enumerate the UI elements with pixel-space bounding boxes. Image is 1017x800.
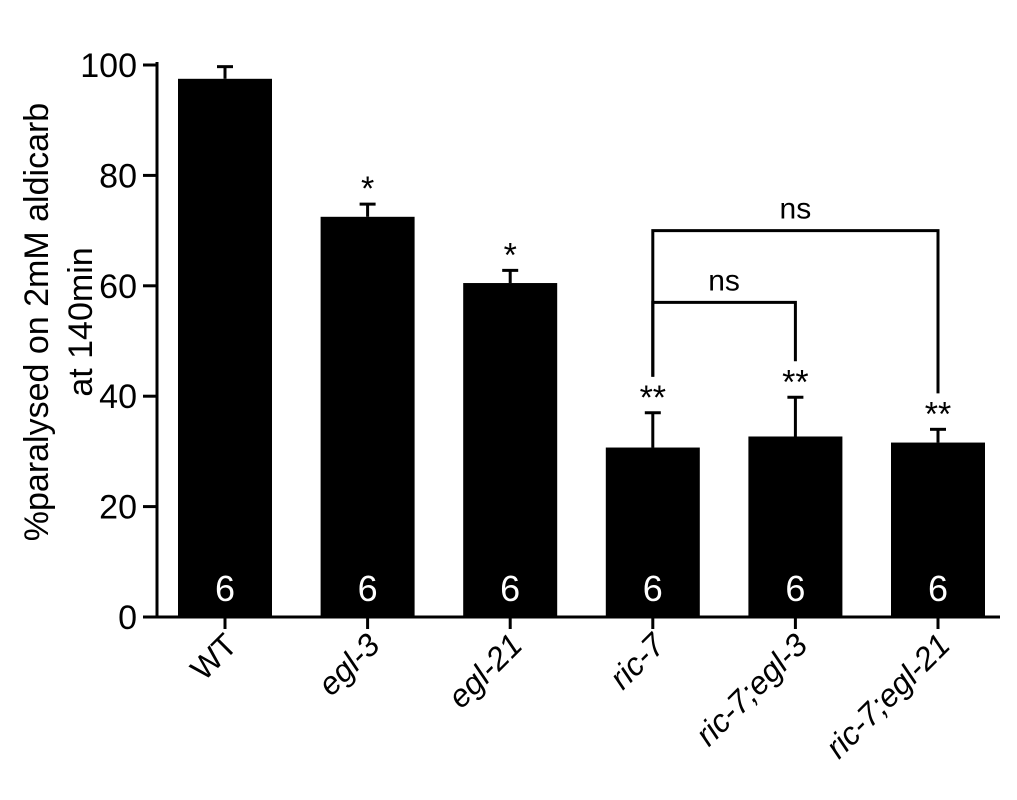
- significance-marker: **: [640, 379, 666, 417]
- x-tick-label: egl-3: [311, 626, 387, 702]
- y-axis-title: %paralysed on 2mM aldicarb at 140min: [18, 103, 100, 541]
- y-tick-label: 40: [99, 378, 137, 416]
- bar: [178, 78, 272, 618]
- x-tick-label: ric-7;egl-21: [818, 626, 957, 765]
- comparison-label: ns: [708, 264, 740, 297]
- y-axis-title-line-2: at 140min: [62, 247, 100, 396]
- bar: [891, 442, 985, 617]
- comparison-label: ns: [780, 193, 812, 226]
- x-tick-label: egl-21: [441, 626, 529, 714]
- n-label: 6: [500, 568, 520, 609]
- n-label: 6: [358, 568, 378, 609]
- bars: 6 6 6 6 6 6: [178, 65, 985, 618]
- significance-marker: **: [782, 363, 808, 401]
- significance-marker: *: [504, 236, 517, 274]
- bar: [320, 216, 415, 618]
- y-tick-label: 60: [99, 268, 137, 306]
- significance-marker: *: [361, 170, 374, 208]
- comparison-bracket: [651, 300, 797, 377]
- bar: [463, 283, 558, 617]
- significance-marker: **: [925, 395, 951, 433]
- bar: [748, 436, 843, 617]
- y-tick-label: 80: [99, 157, 137, 195]
- n-label: 6: [215, 568, 235, 609]
- y-tick-label: 0: [118, 599, 137, 637]
- y-tick-label: 20: [99, 489, 137, 527]
- y-axis-title-line-1: %paralysed on 2mM aldicarb: [18, 103, 56, 541]
- comparison-bracket: [651, 229, 940, 394]
- x-tick-label: ric-7;egl-3: [688, 626, 814, 752]
- x-tick-label: WT: [183, 626, 244, 687]
- n-label: 6: [785, 568, 805, 609]
- y-tick-label: 100: [80, 47, 137, 85]
- x-tick-label: ric-7: [602, 626, 672, 696]
- n-label: 6: [643, 568, 663, 609]
- bar: [605, 447, 700, 617]
- n-label: 6: [928, 568, 948, 609]
